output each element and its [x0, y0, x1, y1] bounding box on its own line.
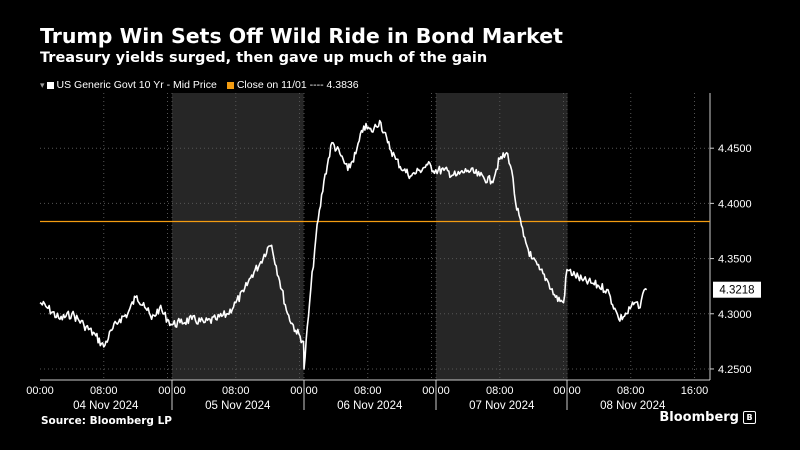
y-tick-label: 4.4500	[718, 143, 752, 155]
y-tick-label: 4.2500	[718, 364, 752, 376]
x-tick-label: 08:00	[222, 385, 250, 397]
series-line	[39, 119, 648, 370]
x-day-label: 06 Nov 2024	[337, 400, 403, 412]
brand-logo: Bloomberg B	[659, 410, 756, 425]
legend-swatch-series	[46, 81, 54, 89]
legend-item-series: ▾ US Generic Govt 10 Yr - Mid Price	[40, 79, 217, 91]
x-day-label: 08 Nov 2024	[600, 400, 666, 412]
chart-title: Trump Win Sets Off Wild Ride in Bond Mar…	[40, 24, 563, 48]
legend-label-reference: Close on 11/01 ---- 4.3836	[236, 79, 359, 91]
x-tick-label: 08:00	[617, 385, 645, 397]
shaded-day-band	[172, 93, 304, 380]
brand-name: Bloomberg	[659, 410, 739, 425]
source-note: Source: Bloomberg LP	[41, 415, 172, 427]
legend-label-series: US Generic Govt 10 Yr - Mid Price	[56, 79, 217, 91]
x-day-label: 05 Nov 2024	[205, 400, 271, 412]
legend-item-reference: Close on 11/01 ---- 4.3836	[226, 79, 359, 91]
y-tick-label: 4.4000	[718, 198, 752, 210]
legend-swatch-reference	[226, 81, 234, 89]
chart-subtitle: Treasury yields surged, then gave up muc…	[40, 50, 488, 66]
x-tick-label: 16:00	[681, 385, 709, 397]
x-day-label: 04 Nov 2024	[73, 400, 139, 412]
last-value-badge	[713, 281, 761, 298]
y-tick-label: 4.3500	[718, 254, 752, 266]
legend: ▾ US Generic Govt 10 Yr - Mid Price Clos…	[40, 78, 369, 92]
shaded-day-band	[436, 93, 568, 380]
y-tick-label: 4.3000	[718, 309, 752, 321]
last-value-label: 4.3218	[719, 285, 754, 297]
bloomberg-logo-icon: B	[743, 411, 756, 424]
x-tick-label: 08:00	[354, 385, 382, 397]
x-tick-label: 08:00	[486, 385, 514, 397]
legend-marker-icon: ▾	[40, 79, 45, 90]
x-tick-label: 08:00	[90, 385, 118, 397]
x-tick-label: 00:00	[26, 385, 54, 397]
x-day-label: 07 Nov 2024	[469, 400, 535, 412]
